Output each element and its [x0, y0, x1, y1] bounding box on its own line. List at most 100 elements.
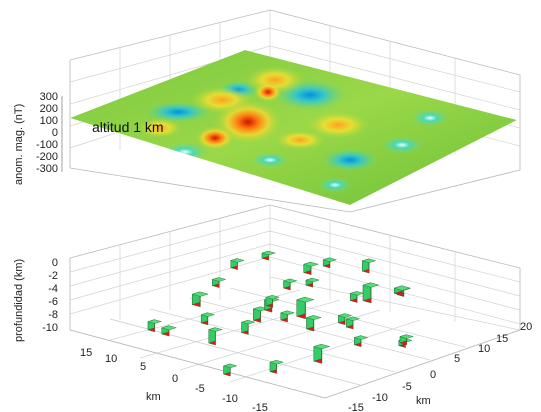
inversion-block — [147, 319, 162, 333]
block-top-face — [345, 316, 361, 321]
surface-plot: 300 200 100 0 -100 -200 -300 anom. mag. … — [13, 9, 521, 213]
blocks-layer — [147, 250, 414, 377]
block-top-face — [208, 327, 223, 332]
inversion-block — [261, 250, 276, 261]
inversion-block — [305, 315, 322, 332]
inversion-block — [361, 258, 377, 274]
blocks-z-tick: 0 — [52, 257, 58, 269]
blocks-x-tick: 5 — [140, 361, 146, 373]
blocks-y-tick: 15 — [496, 333, 508, 345]
block-top-face — [269, 360, 284, 365]
block-top-face — [322, 257, 338, 262]
block-top-face — [399, 334, 414, 339]
block-top-face — [349, 291, 365, 296]
surface-z-tick: 0 — [52, 127, 58, 139]
block-top-face — [161, 325, 177, 331]
blocks-y-tick: -15 — [348, 402, 364, 412]
block-top-face — [393, 285, 411, 291]
inversion-block — [337, 313, 353, 326]
inversion-block — [362, 282, 380, 304]
block-top-face — [313, 344, 331, 350]
block-top-face — [211, 277, 227, 282]
inversion-block — [252, 306, 269, 323]
block-top-face — [222, 363, 238, 369]
blocks-y-tick: -10 — [372, 392, 388, 404]
inversion-block — [322, 257, 338, 269]
inversion-block — [240, 319, 256, 335]
blocks-z-tick: -4 — [48, 283, 58, 295]
blocks-x-axis: 15 10 5 0 -5 -10 -15 km — [80, 347, 268, 412]
surface-z-tick: 200 — [40, 103, 58, 115]
inversion-block — [161, 325, 177, 337]
blocks-plot: 0 -2 -4 -6 -8 -10 profundidad (km) 15 10… — [13, 204, 532, 412]
blocks-y-tick: -5 — [402, 381, 412, 393]
blocks-x-tick: -5 — [195, 383, 205, 395]
block-top-face — [265, 295, 280, 300]
inversion-block — [353, 335, 369, 348]
inversion-block — [349, 291, 365, 303]
blocks-y-tick: 0 — [430, 369, 436, 381]
block-top-face — [303, 261, 319, 267]
blocks-z-tick: -8 — [48, 309, 58, 321]
surface-z-tick: -100 — [36, 139, 58, 151]
inversion-block — [265, 295, 280, 308]
inversion-block — [269, 360, 284, 374]
surface-z-tick: -200 — [36, 151, 58, 163]
blocks-z-tick: -2 — [48, 270, 58, 282]
blocks-z-label: profundidad (km) — [13, 259, 25, 342]
blocks-z-tick: -10 — [42, 322, 58, 334]
block-top-face — [361, 258, 377, 263]
blocks-axes-box — [69, 204, 521, 399]
blocks-y-tick: 5 — [454, 353, 460, 365]
block-top-face — [305, 315, 322, 320]
inversion-block — [313, 343, 331, 364]
block-top-face — [296, 296, 315, 303]
surface-z-tick: 100 — [40, 115, 58, 127]
blocks-x-tick: 0 — [172, 373, 178, 385]
surface-z-tick: -300 — [36, 163, 58, 175]
inversion-block — [280, 310, 295, 323]
blocks-x-label: km — [146, 391, 161, 403]
blocks-x-tick: 15 — [80, 347, 92, 359]
inversion-block — [230, 258, 245, 270]
inversion-block — [303, 261, 319, 275]
block-top-face — [337, 313, 353, 318]
blocks-z-tick: -6 — [48, 296, 58, 308]
surface-z-axis: 300 200 100 0 -100 -200 -300 anom. mag. … — [13, 91, 63, 185]
surface-annotation: altitud 1 km — [92, 119, 164, 135]
blocks-y-tick: 10 — [478, 343, 490, 355]
inversion-block — [399, 334, 414, 346]
inversion-block — [296, 296, 315, 320]
blocks-y-label: km — [416, 395, 431, 407]
inversion-block — [191, 291, 209, 308]
blocks-z-axis: 0 -2 -4 -6 -8 -10 profundidad (km) — [13, 257, 58, 342]
block-top-face — [147, 319, 162, 324]
blocks-y-axis: -15 -10 -5 0 5 10 15 20 km — [348, 321, 532, 412]
block-top-face — [230, 258, 245, 263]
block-top-face — [240, 319, 256, 325]
inversion-block — [345, 316, 361, 330]
surface-z-label: anom. mag. (nT) — [13, 104, 25, 185]
inversion-block — [393, 285, 411, 296]
inversion-block — [211, 277, 227, 288]
surface-mesh — [70, 50, 517, 205]
block-top-face — [362, 282, 380, 288]
blocks-x-tick: -10 — [222, 393, 238, 405]
block-top-face — [261, 250, 276, 256]
inversion-block — [305, 277, 320, 288]
inversion-block — [222, 363, 238, 377]
block-top-face — [191, 291, 209, 297]
surface-z-tick: 300 — [40, 91, 58, 103]
inversion-block — [200, 312, 216, 326]
block-top-face — [280, 310, 295, 315]
block-top-face — [200, 312, 216, 317]
block-top-face — [353, 335, 369, 340]
blocks-y-tick: 20 — [520, 321, 532, 333]
blocks-x-tick: -15 — [252, 402, 268, 412]
blocks-x-tick: 10 — [105, 353, 117, 365]
inversion-block — [208, 327, 223, 346]
inversion-block — [282, 278, 298, 291]
block-top-face — [305, 277, 320, 283]
block-top-face — [282, 278, 298, 284]
